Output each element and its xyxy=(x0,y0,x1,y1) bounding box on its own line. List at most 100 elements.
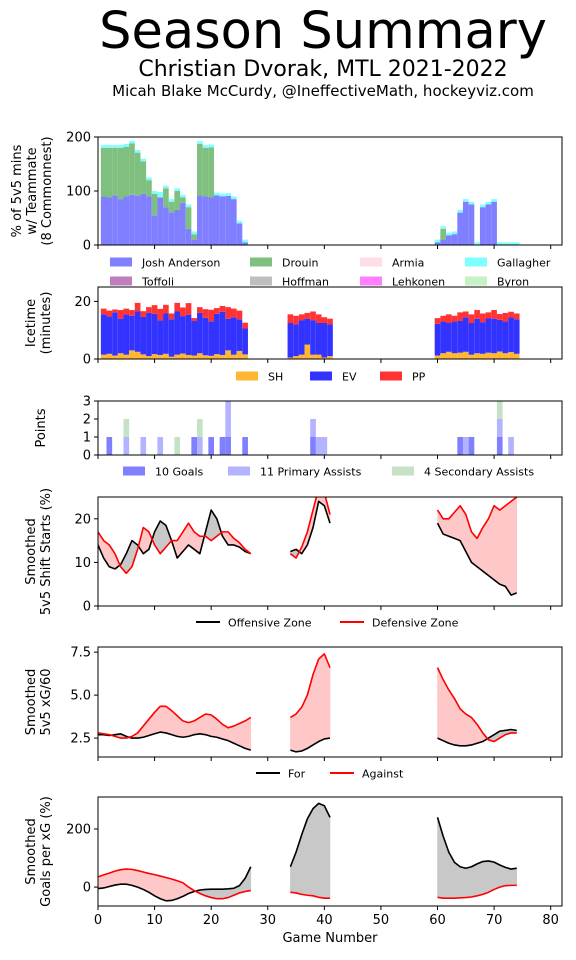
bar-sh xyxy=(293,356,299,359)
y-tick-label: 2 xyxy=(83,413,91,428)
bar-sh xyxy=(100,354,107,359)
bar-drouin xyxy=(197,144,203,196)
series-line-defensive-zone xyxy=(436,497,518,540)
bar-gallagher xyxy=(474,242,480,245)
y-tick-label: 5.0 xyxy=(70,689,91,704)
bar-josh-anderson xyxy=(468,204,475,245)
legend-label-josh-anderson: Josh Anderson xyxy=(141,257,220,270)
bar-sh xyxy=(208,355,214,359)
y-tick-label: 1 xyxy=(83,431,91,446)
series-line-offensive-zone xyxy=(436,522,518,596)
y-tick-label: 2.5 xyxy=(70,732,91,747)
bar-pp xyxy=(298,314,305,321)
diff-fill xyxy=(488,860,495,893)
bar-sh xyxy=(496,351,503,359)
bar-ev xyxy=(496,319,503,352)
bar-ev xyxy=(491,318,497,354)
bar-josh-anderson xyxy=(242,242,248,245)
bar-sh xyxy=(219,354,226,359)
diff-fill xyxy=(188,720,195,737)
bar-pp xyxy=(146,307,152,313)
bar-ev xyxy=(163,313,169,354)
bar-pp xyxy=(230,308,237,318)
bar-ev xyxy=(462,317,469,352)
bar-ev xyxy=(157,320,164,355)
bar-pp xyxy=(310,311,316,321)
bar-josh-anderson xyxy=(457,212,463,245)
bar-gallagher xyxy=(502,242,509,245)
diff-fill xyxy=(471,863,478,898)
bar-sh xyxy=(462,351,469,359)
bar-drouin xyxy=(180,197,186,203)
points-bar-goals xyxy=(242,437,248,455)
bar-josh-anderson xyxy=(185,228,192,245)
bar-josh-anderson xyxy=(134,195,141,245)
diff-fill xyxy=(159,875,167,902)
bar-gallagher xyxy=(106,145,113,148)
points-bar-primary xyxy=(321,437,328,455)
bar-sh xyxy=(304,344,311,359)
legend-label-byron: Byron xyxy=(497,276,529,289)
y-tick-label: 0 xyxy=(83,353,91,368)
bar-pp xyxy=(100,308,107,315)
bar-sh xyxy=(434,355,441,359)
bar-sh xyxy=(123,354,130,359)
panel-4-plot xyxy=(98,653,518,753)
panel-1-frame xyxy=(97,286,563,360)
series-line-against xyxy=(437,884,517,899)
legend-label-against: Against xyxy=(362,768,404,781)
legend-swatch xyxy=(228,466,250,476)
points-bar-goals xyxy=(496,437,503,455)
diff-fill xyxy=(171,878,178,901)
bar-sh xyxy=(202,355,209,359)
diff-fill xyxy=(454,861,461,899)
legend-swatch xyxy=(465,276,487,286)
y-axis-label: SmoothedGoals per xG (%) xyxy=(24,796,54,907)
bar-pp xyxy=(123,308,130,315)
bar-sh xyxy=(236,350,243,359)
bar-gallagher xyxy=(214,192,220,196)
bar-gallagher xyxy=(242,239,248,243)
diff-fill xyxy=(290,713,297,753)
diff-fill xyxy=(244,716,252,751)
bar-gallagher xyxy=(123,144,130,147)
bar-drouin xyxy=(440,228,446,240)
bar-sh xyxy=(117,353,124,359)
bar-sh xyxy=(310,354,316,359)
diff-fill xyxy=(239,720,246,749)
bar-sh xyxy=(140,354,147,359)
diff-fill xyxy=(159,705,167,734)
bar-gallagher xyxy=(236,220,243,224)
points-bar-primary xyxy=(315,437,322,455)
x-tick-label: 10 xyxy=(146,913,163,928)
bar-ev xyxy=(451,321,458,354)
bar-josh-anderson xyxy=(202,196,209,245)
points-bar-primary xyxy=(197,437,203,455)
bar-sh xyxy=(440,353,446,359)
series-line-for xyxy=(437,728,517,747)
bar-ev xyxy=(446,323,452,352)
y-tick-label: 20 xyxy=(74,295,91,310)
bar-sh xyxy=(174,354,181,359)
points-bar-primary xyxy=(225,401,231,437)
diff-fill xyxy=(454,698,461,747)
bar-sh xyxy=(298,354,305,359)
bar-gallagher xyxy=(440,226,446,229)
diff-fill xyxy=(216,888,223,900)
bar-gallagher xyxy=(451,231,458,235)
bar-drouin xyxy=(185,207,192,229)
bar-gallagher xyxy=(434,239,441,243)
bar-gallagher xyxy=(491,199,497,202)
diff-fill xyxy=(318,653,325,742)
y-tick-label: 100 xyxy=(66,185,91,200)
bar-ev xyxy=(214,313,220,355)
bar-sh xyxy=(151,354,158,359)
x-tick-label: 80 xyxy=(542,913,559,928)
diff-fill xyxy=(476,723,484,744)
bar-josh-anderson xyxy=(180,202,186,245)
points-bar-secondary xyxy=(174,437,181,455)
bar-pp xyxy=(508,311,514,318)
diff-fill xyxy=(465,713,472,747)
bar-ev xyxy=(129,315,135,351)
diff-fill xyxy=(499,505,506,587)
